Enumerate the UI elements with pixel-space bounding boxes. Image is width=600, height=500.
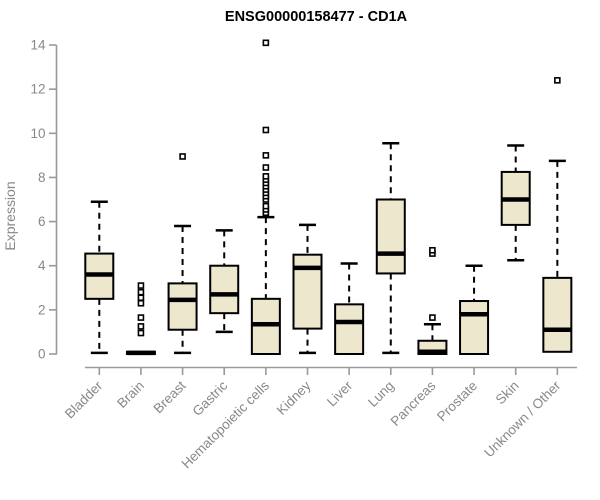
outlier-point bbox=[137, 314, 145, 321]
x-tick-label: Breast bbox=[150, 378, 188, 416]
iqr-box bbox=[334, 303, 365, 355]
x-tick-label: Pancreas bbox=[388, 378, 439, 429]
y-tick-label: 14 bbox=[30, 38, 46, 53]
boxplot-box-bladder bbox=[84, 200, 115, 355]
x-tick-label: Skin bbox=[493, 378, 522, 407]
outlier-point bbox=[262, 202, 270, 210]
x-tick-label: Brain bbox=[114, 378, 147, 411]
boxplot-box-unknown-other bbox=[542, 77, 573, 353]
boxes-layer bbox=[84, 39, 573, 356]
boxplot-box-prostate bbox=[459, 264, 490, 356]
outlier-point bbox=[429, 314, 436, 321]
iqr-box bbox=[209, 264, 240, 315]
boxplot-box-skin bbox=[500, 144, 531, 262]
boxplot-box-hematopoietic-cells bbox=[250, 39, 281, 356]
y-axis-label: Expression bbox=[2, 181, 18, 250]
chart-title: ENSG00000158477 - CD1A bbox=[225, 9, 408, 25]
boxplot-box-lung bbox=[375, 141, 406, 355]
outlier-point bbox=[179, 153, 186, 160]
x-tick-label: Bladder bbox=[62, 378, 106, 422]
boxplot-box-liver bbox=[334, 262, 365, 355]
outlier-point bbox=[262, 152, 270, 159]
boxplot-box-brain bbox=[125, 282, 156, 356]
iqr-box bbox=[167, 282, 198, 331]
iqr-box bbox=[542, 276, 573, 353]
outlier-point bbox=[262, 164, 270, 171]
x-tick-label: Gastric bbox=[189, 378, 230, 419]
boxplot-box-kidney bbox=[292, 223, 323, 355]
y-tick-label: 10 bbox=[30, 126, 45, 141]
y-tick-label: 8 bbox=[38, 170, 46, 185]
y-tick-label: 6 bbox=[38, 214, 46, 229]
outlier-point bbox=[262, 126, 270, 134]
outlier-point bbox=[137, 294, 145, 302]
iqr-box bbox=[459, 300, 490, 356]
iqr-box bbox=[375, 198, 406, 275]
outlier-point bbox=[137, 323, 145, 330]
outlier-point bbox=[137, 299, 145, 307]
x-tick-label: Lung bbox=[365, 378, 397, 410]
y-tick-label: 4 bbox=[38, 258, 46, 273]
boxplot-box-pancreas bbox=[417, 246, 448, 355]
outlier-point bbox=[262, 173, 270, 180]
outlier-point bbox=[262, 39, 270, 47]
y-tick-label: 2 bbox=[38, 302, 46, 317]
x-tick-label: Prostate bbox=[434, 378, 480, 424]
boxplot-box-breast bbox=[167, 153, 198, 355]
outlier-point bbox=[554, 77, 561, 84]
outlier-point bbox=[137, 329, 145, 337]
x-tick-label: Liver bbox=[324, 378, 356, 410]
x-tick-label: Unknown / Other bbox=[481, 378, 564, 461]
outlier-point bbox=[429, 246, 436, 254]
x-tick-label: Kidney bbox=[274, 378, 314, 418]
y-tick-label: 12 bbox=[30, 82, 45, 97]
outlier-point bbox=[137, 288, 145, 296]
y-tick-label: 0 bbox=[38, 347, 46, 362]
outlier-point bbox=[137, 282, 145, 289]
boxplot-box-gastric bbox=[209, 229, 240, 334]
